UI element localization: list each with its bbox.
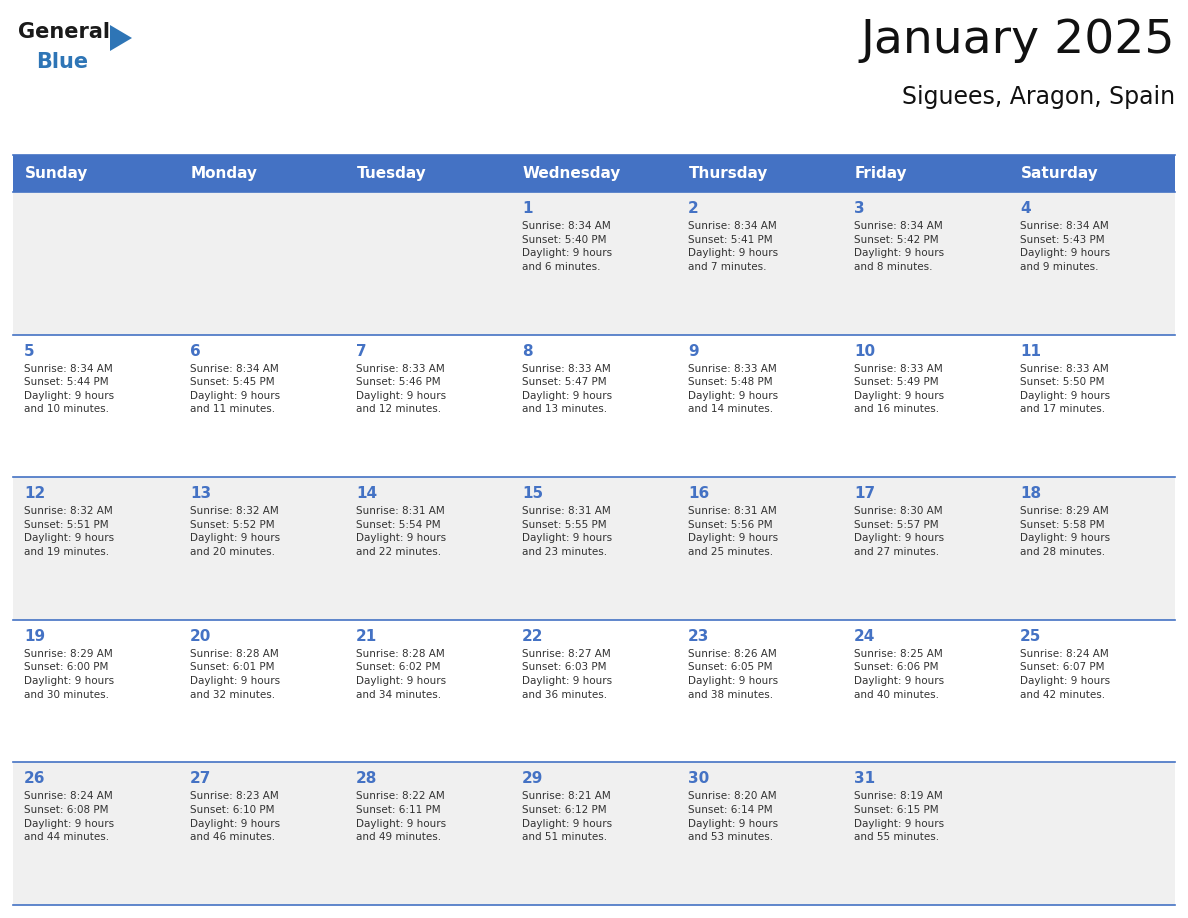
Text: Sunrise: 8:34 AM
Sunset: 5:44 PM
Daylight: 9 hours
and 10 minutes.: Sunrise: 8:34 AM Sunset: 5:44 PM Dayligh… <box>24 364 114 414</box>
Text: Sunrise: 8:31 AM
Sunset: 5:55 PM
Daylight: 9 hours
and 23 minutes.: Sunrise: 8:31 AM Sunset: 5:55 PM Dayligh… <box>522 506 612 557</box>
Text: January 2025: January 2025 <box>860 18 1175 63</box>
Text: Sunrise: 8:30 AM
Sunset: 5:57 PM
Daylight: 9 hours
and 27 minutes.: Sunrise: 8:30 AM Sunset: 5:57 PM Dayligh… <box>854 506 944 557</box>
Text: 1: 1 <box>522 201 532 216</box>
Text: 30: 30 <box>688 771 709 787</box>
Text: Monday: Monday <box>191 166 258 181</box>
Text: 17: 17 <box>854 487 876 501</box>
Text: Tuesday: Tuesday <box>358 166 426 181</box>
Text: Saturday: Saturday <box>1020 166 1099 181</box>
Text: Sunrise: 8:27 AM
Sunset: 6:03 PM
Daylight: 9 hours
and 36 minutes.: Sunrise: 8:27 AM Sunset: 6:03 PM Dayligh… <box>522 649 612 700</box>
Text: 9: 9 <box>688 343 699 359</box>
Text: 22: 22 <box>522 629 543 644</box>
Bar <box>13 192 1175 334</box>
Text: Sunrise: 8:33 AM
Sunset: 5:48 PM
Daylight: 9 hours
and 14 minutes.: Sunrise: 8:33 AM Sunset: 5:48 PM Dayligh… <box>688 364 778 414</box>
Text: Sunday: Sunday <box>25 166 88 181</box>
Text: 27: 27 <box>190 771 211 787</box>
Text: 14: 14 <box>356 487 377 501</box>
Bar <box>13 620 1175 763</box>
Text: Sunrise: 8:29 AM
Sunset: 6:00 PM
Daylight: 9 hours
and 30 minutes.: Sunrise: 8:29 AM Sunset: 6:00 PM Dayligh… <box>24 649 114 700</box>
Text: Sunrise: 8:32 AM
Sunset: 5:51 PM
Daylight: 9 hours
and 19 minutes.: Sunrise: 8:32 AM Sunset: 5:51 PM Dayligh… <box>24 506 114 557</box>
Text: 4: 4 <box>1020 201 1031 216</box>
Text: General: General <box>18 22 110 42</box>
Bar <box>13 477 1175 620</box>
Text: Sunrise: 8:31 AM
Sunset: 5:54 PM
Daylight: 9 hours
and 22 minutes.: Sunrise: 8:31 AM Sunset: 5:54 PM Dayligh… <box>356 506 447 557</box>
Text: Sunrise: 8:24 AM
Sunset: 6:08 PM
Daylight: 9 hours
and 44 minutes.: Sunrise: 8:24 AM Sunset: 6:08 PM Dayligh… <box>24 791 114 842</box>
Bar <box>13 763 1175 905</box>
Text: 5: 5 <box>24 343 34 359</box>
Text: Blue: Blue <box>36 52 88 72</box>
Text: Sunrise: 8:34 AM
Sunset: 5:40 PM
Daylight: 9 hours
and 6 minutes.: Sunrise: 8:34 AM Sunset: 5:40 PM Dayligh… <box>522 221 612 272</box>
Bar <box>13 334 1175 477</box>
Text: 26: 26 <box>24 771 45 787</box>
Text: Thursday: Thursday <box>689 166 769 181</box>
Text: Sunrise: 8:29 AM
Sunset: 5:58 PM
Daylight: 9 hours
and 28 minutes.: Sunrise: 8:29 AM Sunset: 5:58 PM Dayligh… <box>1020 506 1110 557</box>
Text: Sunrise: 8:34 AM
Sunset: 5:43 PM
Daylight: 9 hours
and 9 minutes.: Sunrise: 8:34 AM Sunset: 5:43 PM Dayligh… <box>1020 221 1110 272</box>
Text: 13: 13 <box>190 487 211 501</box>
Text: Sunrise: 8:20 AM
Sunset: 6:14 PM
Daylight: 9 hours
and 53 minutes.: Sunrise: 8:20 AM Sunset: 6:14 PM Dayligh… <box>688 791 778 842</box>
Text: Sunrise: 8:34 AM
Sunset: 5:42 PM
Daylight: 9 hours
and 8 minutes.: Sunrise: 8:34 AM Sunset: 5:42 PM Dayligh… <box>854 221 944 272</box>
Bar <box>13 155 1175 192</box>
Text: 21: 21 <box>356 629 378 644</box>
Text: 8: 8 <box>522 343 532 359</box>
Text: Sunrise: 8:23 AM
Sunset: 6:10 PM
Daylight: 9 hours
and 46 minutes.: Sunrise: 8:23 AM Sunset: 6:10 PM Dayligh… <box>190 791 280 842</box>
Text: Wednesday: Wednesday <box>523 166 621 181</box>
Text: Sunrise: 8:28 AM
Sunset: 6:01 PM
Daylight: 9 hours
and 32 minutes.: Sunrise: 8:28 AM Sunset: 6:01 PM Dayligh… <box>190 649 280 700</box>
Text: 18: 18 <box>1020 487 1041 501</box>
Text: Sunrise: 8:22 AM
Sunset: 6:11 PM
Daylight: 9 hours
and 49 minutes.: Sunrise: 8:22 AM Sunset: 6:11 PM Dayligh… <box>356 791 447 842</box>
Text: Sunrise: 8:26 AM
Sunset: 6:05 PM
Daylight: 9 hours
and 38 minutes.: Sunrise: 8:26 AM Sunset: 6:05 PM Dayligh… <box>688 649 778 700</box>
Polygon shape <box>110 25 132 51</box>
Text: 2: 2 <box>688 201 699 216</box>
Text: Sunrise: 8:33 AM
Sunset: 5:47 PM
Daylight: 9 hours
and 13 minutes.: Sunrise: 8:33 AM Sunset: 5:47 PM Dayligh… <box>522 364 612 414</box>
Text: Sunrise: 8:34 AM
Sunset: 5:45 PM
Daylight: 9 hours
and 11 minutes.: Sunrise: 8:34 AM Sunset: 5:45 PM Dayligh… <box>190 364 280 414</box>
Text: Sunrise: 8:25 AM
Sunset: 6:06 PM
Daylight: 9 hours
and 40 minutes.: Sunrise: 8:25 AM Sunset: 6:06 PM Dayligh… <box>854 649 944 700</box>
Text: Sunrise: 8:32 AM
Sunset: 5:52 PM
Daylight: 9 hours
and 20 minutes.: Sunrise: 8:32 AM Sunset: 5:52 PM Dayligh… <box>190 506 280 557</box>
Text: Sunrise: 8:19 AM
Sunset: 6:15 PM
Daylight: 9 hours
and 55 minutes.: Sunrise: 8:19 AM Sunset: 6:15 PM Dayligh… <box>854 791 944 842</box>
Text: Sunrise: 8:34 AM
Sunset: 5:41 PM
Daylight: 9 hours
and 7 minutes.: Sunrise: 8:34 AM Sunset: 5:41 PM Dayligh… <box>688 221 778 272</box>
Text: Sunrise: 8:33 AM
Sunset: 5:49 PM
Daylight: 9 hours
and 16 minutes.: Sunrise: 8:33 AM Sunset: 5:49 PM Dayligh… <box>854 364 944 414</box>
Text: 11: 11 <box>1020 343 1041 359</box>
Text: 3: 3 <box>854 201 865 216</box>
Text: 19: 19 <box>24 629 45 644</box>
Text: 29: 29 <box>522 771 543 787</box>
Text: 20: 20 <box>190 629 211 644</box>
Text: Sunrise: 8:21 AM
Sunset: 6:12 PM
Daylight: 9 hours
and 51 minutes.: Sunrise: 8:21 AM Sunset: 6:12 PM Dayligh… <box>522 791 612 842</box>
Text: 23: 23 <box>688 629 709 644</box>
Text: 12: 12 <box>24 487 45 501</box>
Text: Sunrise: 8:33 AM
Sunset: 5:50 PM
Daylight: 9 hours
and 17 minutes.: Sunrise: 8:33 AM Sunset: 5:50 PM Dayligh… <box>1020 364 1110 414</box>
Text: 28: 28 <box>356 771 378 787</box>
Text: Sunrise: 8:31 AM
Sunset: 5:56 PM
Daylight: 9 hours
and 25 minutes.: Sunrise: 8:31 AM Sunset: 5:56 PM Dayligh… <box>688 506 778 557</box>
Text: 25: 25 <box>1020 629 1042 644</box>
Text: 7: 7 <box>356 343 367 359</box>
Text: 15: 15 <box>522 487 543 501</box>
Text: Siguees, Aragon, Spain: Siguees, Aragon, Spain <box>902 85 1175 109</box>
Text: 31: 31 <box>854 771 876 787</box>
Text: Sunrise: 8:24 AM
Sunset: 6:07 PM
Daylight: 9 hours
and 42 minutes.: Sunrise: 8:24 AM Sunset: 6:07 PM Dayligh… <box>1020 649 1110 700</box>
Text: 16: 16 <box>688 487 709 501</box>
Text: 10: 10 <box>854 343 876 359</box>
Text: Sunrise: 8:28 AM
Sunset: 6:02 PM
Daylight: 9 hours
and 34 minutes.: Sunrise: 8:28 AM Sunset: 6:02 PM Dayligh… <box>356 649 447 700</box>
Text: Friday: Friday <box>855 166 908 181</box>
Text: 6: 6 <box>190 343 201 359</box>
Text: Sunrise: 8:33 AM
Sunset: 5:46 PM
Daylight: 9 hours
and 12 minutes.: Sunrise: 8:33 AM Sunset: 5:46 PM Dayligh… <box>356 364 447 414</box>
Text: 24: 24 <box>854 629 876 644</box>
